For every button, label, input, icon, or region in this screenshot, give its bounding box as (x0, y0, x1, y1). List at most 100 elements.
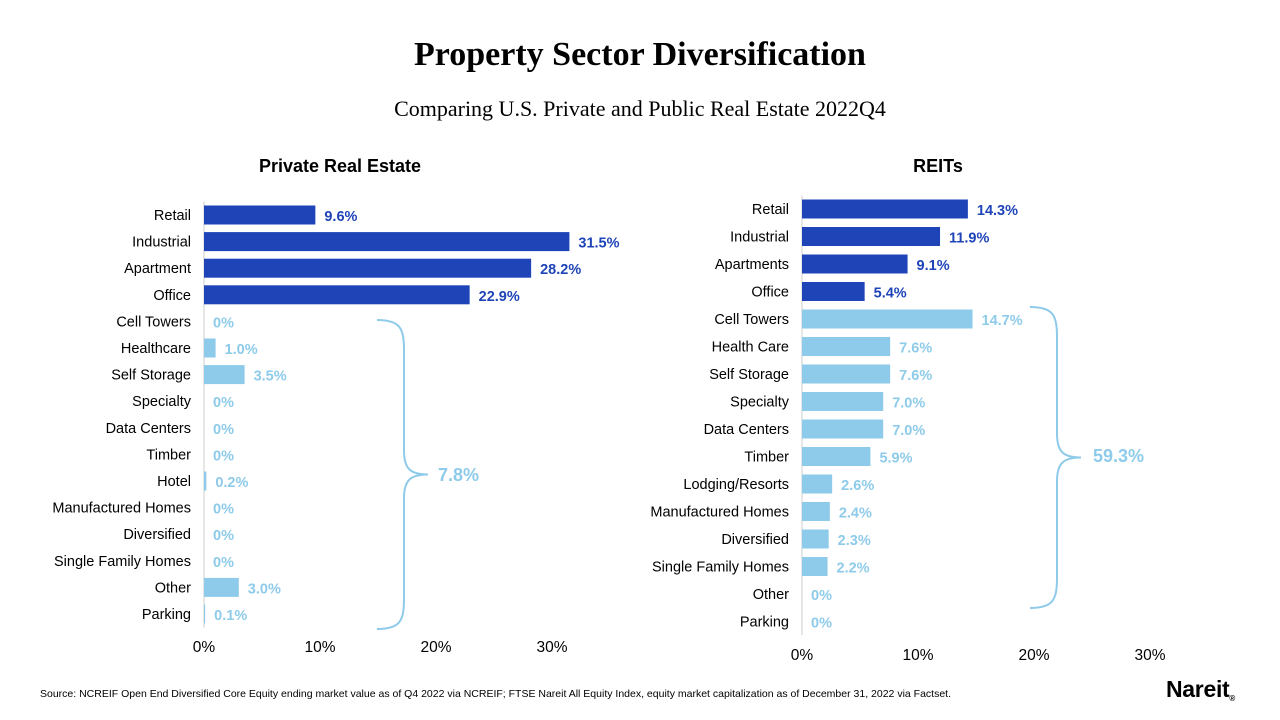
reits-category-label: Timber (744, 450, 789, 466)
reits-bar (802, 557, 828, 576)
private-value-label: 0% (213, 528, 234, 544)
private-category-label: Self Storage (111, 368, 191, 384)
reits-x-tick-label: 10% (902, 647, 933, 664)
chart-subtitle: Comparing U.S. Private and Public Real E… (394, 96, 886, 121)
private-category-label: Single Family Homes (54, 554, 191, 570)
reits-bar (802, 419, 884, 439)
private-category-label: Other (155, 580, 191, 596)
private-bar (204, 232, 570, 252)
reits-value-label: 0% (811, 616, 832, 632)
private-value-label: 0.2% (215, 475, 248, 491)
reits-category-label: Parking (740, 615, 789, 631)
private-category-label: Manufactured Homes (52, 501, 191, 517)
private-category-label: Parking (142, 607, 191, 623)
nareit-logo: Nareit® (1166, 676, 1235, 703)
source-note: Source: NCREIF Open End Diversified Core… (40, 688, 951, 700)
private-category-label: Cell Towers (116, 314, 191, 330)
private-value-label: 22.9% (479, 289, 520, 305)
reits-category-label: Health Care (712, 340, 789, 356)
private-category-label: Office (153, 288, 191, 304)
private-value-label: 0.1% (214, 608, 247, 624)
reits-category-label: Single Family Homes (652, 560, 789, 576)
private-category-label: Hotel (157, 474, 191, 490)
reits-x-tick-label: 20% (1018, 647, 1049, 664)
private-bar (204, 365, 245, 385)
reits-bar (802, 199, 968, 219)
private-category-label: Apartment (124, 261, 191, 277)
reits-category-label: Specialty (730, 395, 790, 411)
private-category-label: Retail (154, 208, 191, 224)
private-value-label: 1.0% (225, 342, 258, 358)
reits-category-label: Data Centers (704, 422, 789, 438)
reits-x-tick-label: 0% (791, 647, 814, 664)
reits-bar (802, 254, 908, 274)
reits-value-label: 7.0% (892, 423, 925, 439)
chart-title: Property Sector Diversification (414, 36, 866, 73)
private-panel-title: Private Real Estate (259, 156, 421, 176)
private-x-tick-label: 10% (304, 639, 335, 656)
private-group-total-label: 7.8% (438, 465, 479, 485)
private-category-label: Data Centers (106, 421, 191, 437)
private-value-label: 31.5% (578, 236, 619, 252)
reits-bar (802, 502, 830, 521)
reits-value-label: 0% (811, 588, 832, 604)
private-group-bracket (376, 319, 429, 630)
private-value-label: 28.2% (540, 262, 581, 278)
private-x-tick-label: 20% (420, 639, 451, 656)
reits-category-label: Apartments (715, 257, 789, 273)
reits-category-label: Lodging/Resorts (683, 477, 789, 493)
private-value-label: 0% (213, 395, 234, 411)
private-bar (204, 471, 207, 491)
private-bar (204, 285, 470, 305)
private-category-label: Healthcare (121, 341, 191, 357)
private-x-tick-label: 30% (536, 639, 567, 656)
reits-bar (802, 392, 884, 411)
reits-category-label: Retail (752, 202, 789, 218)
reits-bar (802, 337, 891, 356)
reits-x-tick-label: 30% (1134, 647, 1165, 664)
private-value-label: 0% (213, 555, 234, 571)
reits-bar (802, 474, 833, 494)
private-bar (204, 338, 216, 358)
private-bar (204, 604, 206, 624)
reits-group-total-label: 59.3% (1093, 446, 1144, 466)
logo-text: Nareit (1166, 676, 1230, 702)
reits-value-label: 5.9% (879, 451, 912, 467)
reits-value-label: 2.6% (841, 478, 874, 494)
private-x-tick-label: 0% (193, 639, 216, 656)
private-value-label: 0% (213, 448, 234, 464)
reits-bar (802, 364, 891, 384)
reits-category-label: Manufactured Homes (650, 505, 789, 521)
private-category-label: Specialty (132, 394, 192, 410)
reits-category-label: Industrial (730, 230, 789, 246)
reits-value-label: 2.3% (838, 533, 871, 549)
reits-category-label: Other (753, 587, 789, 603)
private-category-label: Industrial (132, 235, 191, 251)
reits-category-label: Self Storage (709, 367, 789, 383)
reits-category-label: Cell Towers (714, 312, 789, 328)
private-bar (204, 258, 532, 278)
private-value-label: 3.5% (254, 369, 287, 385)
reits-value-label: 7.6% (899, 368, 932, 384)
reits-value-label: 9.1% (917, 258, 950, 274)
private-value-label: 0% (213, 315, 234, 331)
reits-panel-title: REITs (913, 156, 963, 176)
reits-bar (802, 529, 829, 549)
reits-value-label: 11.9% (949, 231, 989, 247)
reits-value-label: 14.3% (977, 203, 1018, 219)
private-value-label: 9.6% (324, 209, 357, 225)
reits-bar (802, 227, 941, 246)
reits-bar (802, 282, 865, 301)
reits-category-label: Diversified (721, 532, 789, 548)
reits-value-label: 14.7% (982, 313, 1023, 329)
reits-bar (802, 309, 973, 329)
private-value-label: 0% (213, 422, 234, 438)
private-category-label: Diversified (123, 527, 191, 543)
reits-value-label: 7.6% (899, 341, 932, 357)
reits-value-label: 7.0% (892, 396, 925, 412)
reits-value-label: 2.4% (839, 506, 872, 522)
reits-category-label: Office (751, 285, 789, 301)
registered-mark: ® (1229, 694, 1236, 703)
reits-group-bracket (1029, 306, 1082, 609)
